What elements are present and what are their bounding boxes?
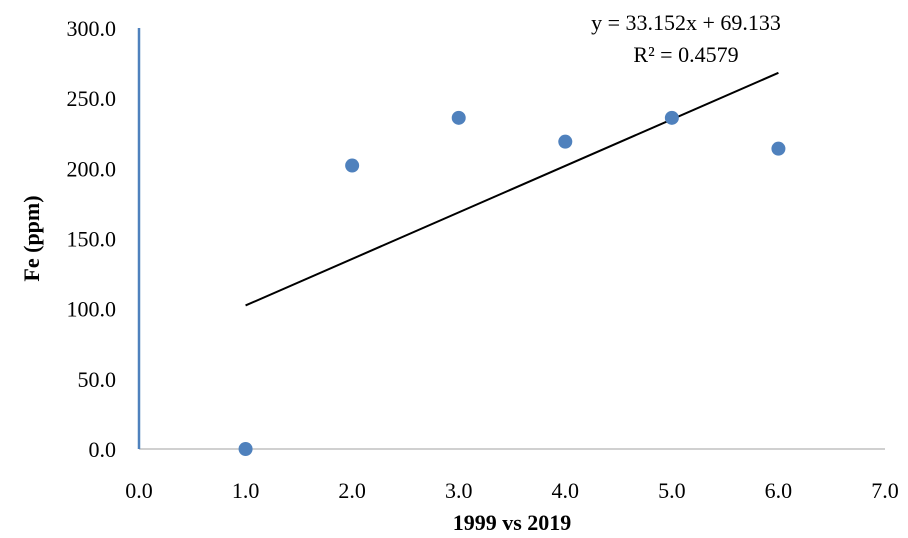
- data-points: [238, 110, 786, 456]
- trendline: [245, 71, 779, 307]
- y-tick-label: 300.0: [67, 16, 117, 41]
- x-tick-label: 5.0: [658, 478, 686, 503]
- data-point: [558, 134, 573, 149]
- x-tick-label: 4.0: [552, 478, 580, 503]
- data-point: [238, 442, 253, 456]
- x-tick-label: 7.0: [871, 478, 899, 503]
- data-point: [345, 158, 360, 173]
- trendline-r-squared: R² = 0.4579: [633, 42, 738, 67]
- x-tick-label: 3.0: [445, 478, 473, 503]
- y-tick-label: 200.0: [67, 156, 117, 181]
- data-point: [451, 110, 466, 125]
- y-tick-label: 150.0: [67, 227, 117, 252]
- y-tick-label: 0.0: [89, 437, 117, 462]
- x-tick-label: 1.0: [232, 478, 260, 503]
- y-tick-label: 50.0: [78, 367, 117, 392]
- x-tick-labels: 0.0 1.0 2.0 3.0 4.0 5.0 6.0 7.0: [125, 478, 899, 503]
- x-tick-label: 0.0: [125, 478, 153, 503]
- trendline-equation: y = 33.152x + 69.133: [591, 10, 781, 35]
- y-axis-title: Fe (ppm): [19, 195, 44, 281]
- y-tick-label: 100.0: [67, 297, 117, 322]
- y-tick-labels: 0.0 50.0 100.0 150.0 200.0 250.0 300.0: [67, 16, 117, 462]
- y-tick-label: 250.0: [67, 86, 117, 111]
- data-point: [771, 141, 786, 156]
- data-point: [664, 110, 679, 125]
- x-axis-title: 1999 vs 2019: [453, 510, 572, 535]
- x-tick-label: 6.0: [765, 478, 793, 503]
- x-tick-label: 2.0: [338, 478, 366, 503]
